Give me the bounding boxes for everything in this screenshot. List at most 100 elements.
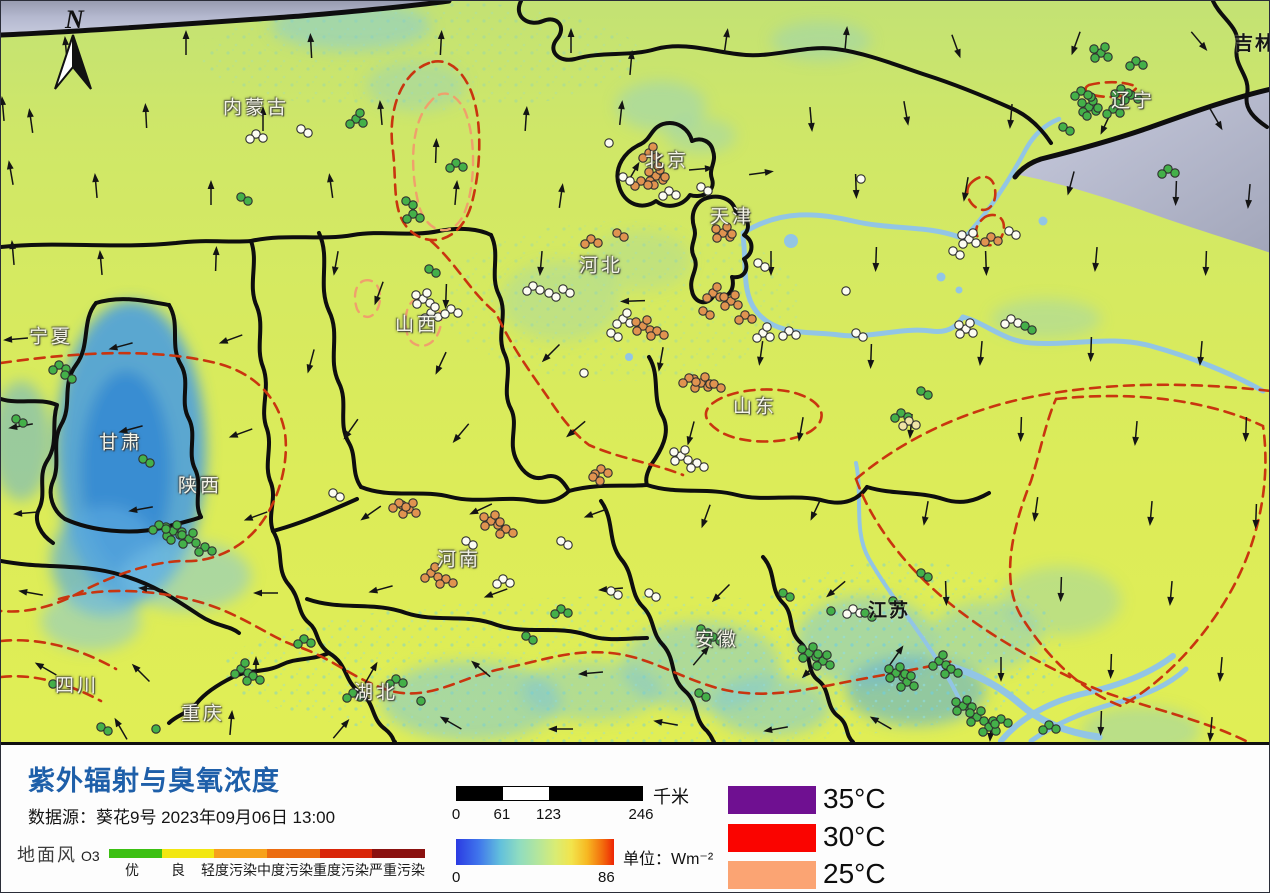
ozone-station-dot — [1044, 720, 1054, 730]
ozone-station-dot — [1112, 98, 1122, 108]
ozone-station-dot — [563, 608, 573, 618]
ozone-station-dot — [909, 681, 919, 691]
ozone-station-dot — [955, 329, 965, 339]
ozone-station-dot — [172, 520, 182, 530]
ozone-station-dot — [953, 668, 963, 678]
scale-bar-segment — [502, 787, 550, 800]
temperature-swatch — [728, 861, 816, 889]
wind-arrow-icon — [888, 645, 904, 667]
out-of-domain-band-ne — [1019, 89, 1269, 253]
ozone-station-dot — [712, 282, 722, 292]
province-label: 内蒙古 — [222, 97, 290, 119]
ozone-station-dot — [1163, 164, 1173, 174]
ozone-station-dot — [895, 662, 905, 672]
ozone-station-dot — [791, 330, 801, 340]
ozone-station-dot — [424, 264, 434, 274]
temperature-label: 35°C — [823, 783, 886, 814]
wind-arrow-icon — [578, 669, 604, 677]
ozone-station-dot — [702, 293, 712, 303]
wind-arrow-icon — [1097, 710, 1105, 736]
ozone-station-dot — [355, 108, 365, 118]
ozone-station-dot — [946, 664, 956, 674]
ozone-station-dot — [760, 262, 770, 272]
product-title: 紫外辐射与臭氧浓度 — [28, 766, 280, 796]
wind-arrow-icon — [97, 250, 105, 276]
ozone-station-dot — [606, 328, 616, 338]
radiation-max-tick: 86 — [598, 869, 615, 886]
ozone-station-dot — [797, 644, 807, 654]
ozone-station-dot — [355, 692, 365, 702]
ozone-station-dot — [860, 608, 870, 618]
wind-arrow-icon — [942, 580, 950, 606]
ozone-station-dot — [441, 574, 451, 584]
ozone-station-dot — [778, 588, 788, 598]
ozone-station-dot — [1076, 86, 1086, 96]
wind-arrow-icon — [1202, 250, 1210, 276]
ozone-station-dot — [896, 408, 906, 418]
ozone-station-dot — [762, 322, 772, 332]
ozone-station-dot — [453, 308, 463, 318]
ozone-station-dot — [825, 660, 835, 670]
ozone-station-dot — [848, 604, 858, 614]
ozone-station-dot — [722, 222, 732, 232]
wind-arrow-icon — [1071, 31, 1081, 56]
ozone-station-dot — [593, 238, 603, 248]
province-label: 湖北 — [353, 682, 399, 704]
aqi-segment — [267, 849, 320, 858]
ozone-station-dot — [1082, 111, 1092, 121]
wind-arrow-icon — [3, 335, 29, 343]
ozone-station-dot — [11, 414, 21, 424]
ozone-station-dot — [556, 604, 566, 614]
wind-arrow-icon — [842, 26, 850, 52]
wind-arrow-icon — [1017, 416, 1025, 442]
ozone-station-dot — [612, 319, 622, 329]
province-label: 重庆 — [180, 703, 226, 725]
ozone-station-dot — [54, 360, 64, 370]
wind-arrow-icon — [374, 281, 384, 306]
ozone-station-dot — [303, 128, 313, 138]
province-label: 安徽 — [694, 629, 740, 651]
compass-needle-icon — [54, 34, 92, 90]
ozone-station-dot — [348, 688, 358, 698]
wind-arrow-icon — [34, 662, 57, 676]
north-arrow: N — [41, 5, 111, 95]
wind-arrow-icon — [1066, 171, 1075, 196]
ozone-station-dot — [293, 639, 303, 649]
ozone-station-dot — [911, 420, 921, 430]
ozone-station-dot — [358, 118, 368, 128]
ozone-station-dot — [696, 624, 706, 634]
temperature-label: 25°C — [823, 858, 886, 889]
ozone-station-dot — [684, 373, 694, 383]
ozone-station-dot — [18, 418, 28, 428]
province-label: 山西 — [394, 314, 440, 336]
ozone-station-dot — [96, 722, 106, 732]
wind-arrow-icon — [1207, 716, 1215, 742]
scale-bar-tick: 61 — [493, 806, 511, 823]
ozone-station-dot — [501, 524, 511, 534]
wind-arrow-icon — [118, 425, 143, 434]
lakes — [625, 216, 1048, 361]
ozone-station-dot — [646, 331, 656, 341]
ozone-station-dot — [1110, 89, 1120, 99]
ozone-station-dot — [103, 726, 113, 736]
ozone-station-dot — [699, 462, 709, 472]
ozone-station-dot — [1116, 84, 1126, 94]
ozone-station-dot — [841, 286, 851, 296]
ozone-station-dot — [522, 286, 532, 296]
ozone-station-dot — [686, 463, 696, 473]
ozone-station-dot — [166, 535, 176, 545]
wind-arrow-icon — [138, 585, 164, 593]
ozone-station-dot — [151, 724, 161, 734]
ozone-station-dot — [962, 695, 972, 705]
ozone-station-dot — [1004, 226, 1014, 236]
wind-arrow-icon — [548, 725, 573, 733]
wind-arrow-icon — [961, 177, 969, 202]
ozone-station-dot — [856, 174, 866, 184]
ozone-station-dot — [411, 508, 421, 518]
ozone-station-dot — [1090, 53, 1100, 63]
ozone-station-dot — [420, 313, 430, 323]
ozone-station-dot — [596, 464, 606, 474]
ozone-station-dot — [544, 288, 554, 298]
ozone-station-dot — [747, 314, 757, 324]
ozone-station-dot — [826, 606, 836, 616]
